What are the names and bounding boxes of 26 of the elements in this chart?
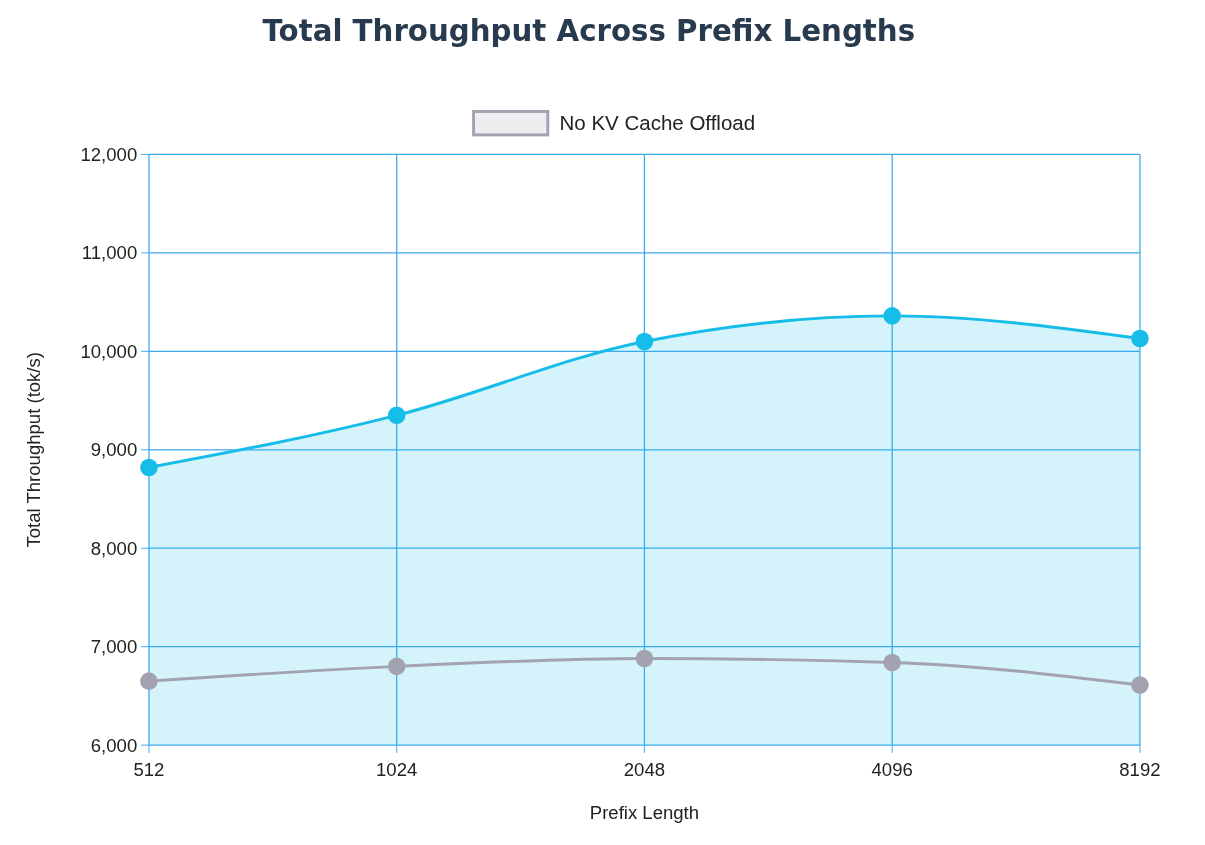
- point: [140, 458, 158, 477]
- point: [883, 307, 901, 325]
- y-tick-label: 6,000: [90, 734, 138, 756]
- point: [1131, 329, 1149, 348]
- x-tick-label: 2048: [623, 759, 666, 781]
- x-tick-label: 1024: [376, 759, 418, 781]
- y-tick-label: 7,000: [90, 636, 138, 658]
- point: [883, 653, 901, 672]
- chart-title: Total Throughput Across Prefix Lengths: [262, 14, 916, 49]
- y-axis-title: Total Throughput (tok/s): [22, 352, 44, 548]
- point: [387, 406, 406, 425]
- y-tick-label: 12,000: [80, 143, 138, 165]
- point: [635, 649, 654, 668]
- point: [140, 672, 158, 690]
- y-tick-label: 10,000: [80, 340, 138, 362]
- x-tick-label: 8192: [1119, 759, 1161, 781]
- point: [387, 657, 406, 676]
- point: [1131, 676, 1149, 694]
- x-axis-title: Prefix Length: [589, 802, 700, 824]
- y-tick-label: 9,000: [90, 439, 138, 461]
- legend-label: No KV Cache Offload: [559, 111, 756, 135]
- point: [635, 332, 654, 351]
- x-tick-label: 512: [133, 759, 165, 781]
- y-tick-label: 8,000: [90, 537, 138, 559]
- x-tick-label: 4096: [871, 759, 913, 781]
- y-tick-label: 11,000: [81, 242, 138, 264]
